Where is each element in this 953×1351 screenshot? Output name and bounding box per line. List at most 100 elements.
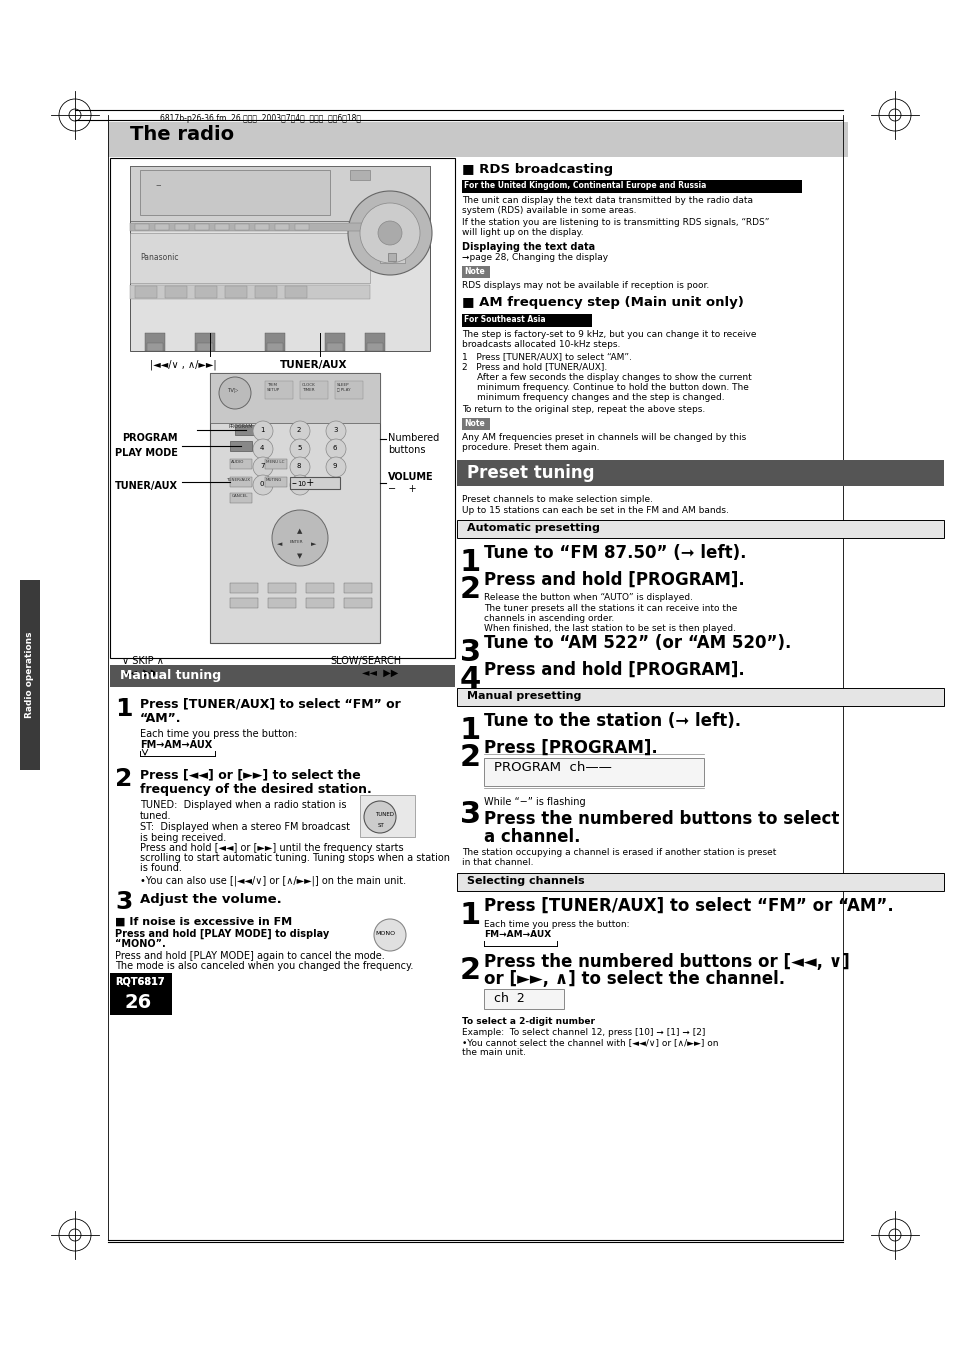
Bar	[265, 332, 285, 351]
Text: 10: 10	[296, 481, 306, 486]
Bar	[265, 381, 293, 399]
Bar	[365, 332, 385, 351]
Text: •You cannot select the channel with [◄◄/∨] or [∧/►►] on: •You cannot select the channel with [◄◄/…	[461, 1038, 718, 1047]
Circle shape	[326, 457, 346, 477]
Text: MUTING: MUTING	[266, 478, 282, 482]
Text: ▲: ▲	[297, 528, 302, 534]
Text: MENU LC: MENU LC	[266, 459, 284, 463]
Text: Automatic presetting: Automatic presetting	[467, 523, 599, 534]
Bar	[130, 285, 370, 299]
Bar	[130, 223, 370, 231]
Bar	[110, 665, 455, 688]
Bar	[165, 286, 187, 299]
Text: The step is factory-set to 9 kHz, but you can change it to receive: The step is factory-set to 9 kHz, but yo…	[461, 330, 756, 339]
Text: PROGRAM: PROGRAM	[122, 434, 177, 443]
Text: ST: ST	[377, 823, 384, 828]
Text: To select a 2-digit number: To select a 2-digit number	[461, 1017, 595, 1025]
Bar	[225, 286, 247, 299]
Bar	[230, 584, 257, 593]
Text: 6: 6	[333, 444, 337, 451]
Text: To return to the original step, repeat the above steps.: To return to the original step, repeat t…	[461, 405, 704, 413]
Bar	[140, 170, 330, 215]
Text: The radio: The radio	[130, 126, 233, 145]
Bar	[456, 688, 943, 707]
Bar	[230, 459, 252, 469]
Text: the main unit.: the main unit.	[461, 1048, 525, 1056]
Text: buttons: buttons	[388, 444, 425, 455]
Text: Preset channels to make selection simple.: Preset channels to make selection simple…	[461, 494, 652, 504]
Text: 2: 2	[296, 427, 301, 434]
Text: in that channel.: in that channel.	[461, 858, 533, 867]
Bar	[267, 343, 283, 351]
Bar	[290, 477, 339, 489]
Text: ST:  Displayed when a stereo FM broadcast: ST: Displayed when a stereo FM broadcast	[140, 821, 350, 832]
Text: Preset tuning: Preset tuning	[467, 463, 594, 482]
Text: TUNER/AUX: TUNER/AUX	[280, 359, 347, 370]
Text: Selecting channels: Selecting channels	[467, 875, 584, 886]
Bar	[294, 224, 309, 230]
Bar	[456, 520, 943, 538]
Bar	[135, 224, 149, 230]
Circle shape	[272, 509, 328, 566]
Text: •You can also use [|◄◄/∨] or [∧/►►|] on the main unit.: •You can also use [|◄◄/∨] or [∧/►►|] on …	[140, 875, 406, 885]
Text: Note: Note	[463, 419, 484, 428]
Text: VOLUME: VOLUME	[388, 471, 434, 482]
Bar	[265, 477, 287, 486]
Circle shape	[364, 801, 395, 834]
Text: Tune to the station (➞ left).: Tune to the station (➞ left).	[483, 712, 740, 730]
Bar	[379, 249, 405, 263]
Text: minimum frequency changes and the step is changed.: minimum frequency changes and the step i…	[476, 393, 724, 403]
Bar	[110, 158, 455, 658]
Text: ◄: ◄	[277, 540, 282, 547]
Text: PLAY MODE: PLAY MODE	[115, 449, 177, 458]
Text: CLOCK
TIMER: CLOCK TIMER	[302, 382, 315, 392]
Circle shape	[359, 203, 419, 263]
Text: 3: 3	[333, 427, 337, 434]
Text: 1: 1	[459, 716, 480, 744]
Bar	[110, 992, 172, 1015]
Bar	[285, 286, 307, 299]
Text: 2: 2	[459, 743, 480, 771]
Text: TRIM
SETUP: TRIM SETUP	[267, 382, 280, 392]
Text: 1: 1	[260, 427, 264, 434]
Bar	[130, 166, 430, 222]
Text: minimum frequency. Continue to hold the button down. The: minimum frequency. Continue to hold the …	[476, 382, 748, 392]
Circle shape	[326, 439, 346, 459]
Text: 1   Press [TUNER/AUX] to select “AM”.: 1 Press [TUNER/AUX] to select “AM”.	[461, 353, 631, 361]
Text: TUNER/AUX: TUNER/AUX	[115, 481, 178, 490]
Text: FM→AM→AUX: FM→AM→AUX	[140, 740, 212, 750]
Circle shape	[290, 457, 310, 477]
Text: Manual presetting: Manual presetting	[467, 690, 580, 701]
Text: The station occupying a channel is erased if another station is preset: The station occupying a channel is erase…	[461, 848, 776, 857]
Text: TUNER/AUX: TUNER/AUX	[226, 478, 250, 482]
Text: Press [TUNER/AUX] to select “FM” or “AM”.: Press [TUNER/AUX] to select “FM” or “AM”…	[483, 897, 893, 915]
Circle shape	[377, 222, 401, 245]
Text: ■ RDS broadcasting: ■ RDS broadcasting	[461, 163, 613, 176]
Text: |◄◄/∨ , ∧/►►|: |◄◄/∨ , ∧/►►|	[150, 359, 216, 370]
Circle shape	[374, 919, 406, 951]
Text: 7: 7	[260, 463, 264, 469]
Bar	[230, 493, 252, 503]
Bar	[483, 758, 703, 786]
Text: a channel.: a channel.	[483, 828, 579, 846]
Text: Radio operations: Radio operations	[26, 632, 34, 719]
Bar	[483, 989, 563, 1009]
Text: Press and hold [PLAY MODE] to display: Press and hold [PLAY MODE] to display	[115, 929, 329, 939]
Text: 9: 9	[333, 463, 337, 469]
Bar	[214, 224, 229, 230]
Text: 5: 5	[296, 444, 301, 451]
Bar	[461, 313, 592, 327]
Text: 0: 0	[260, 481, 264, 486]
Text: MONO: MONO	[375, 931, 395, 936]
Text: RDS displays may not be available if reception is poor.: RDS displays may not be available if rec…	[461, 281, 708, 290]
Text: Release the button when “AUTO” is displayed.: Release the button when “AUTO” is displa…	[483, 593, 692, 603]
Bar	[147, 343, 163, 351]
Bar	[344, 598, 372, 608]
Text: PROGRAM  ch——: PROGRAM ch——	[494, 761, 611, 774]
Text: ➞page 28, Changing the display: ➞page 28, Changing the display	[461, 253, 607, 262]
Circle shape	[290, 476, 310, 494]
Bar	[268, 584, 295, 593]
Text: Press and hold [◄◄] or [►►] until the frequency starts: Press and hold [◄◄] or [►►] until the fr…	[140, 843, 403, 852]
Text: Adjust the volume.: Adjust the volume.	[140, 893, 281, 907]
Text: Press and hold [PROGRAM].: Press and hold [PROGRAM].	[483, 661, 744, 680]
